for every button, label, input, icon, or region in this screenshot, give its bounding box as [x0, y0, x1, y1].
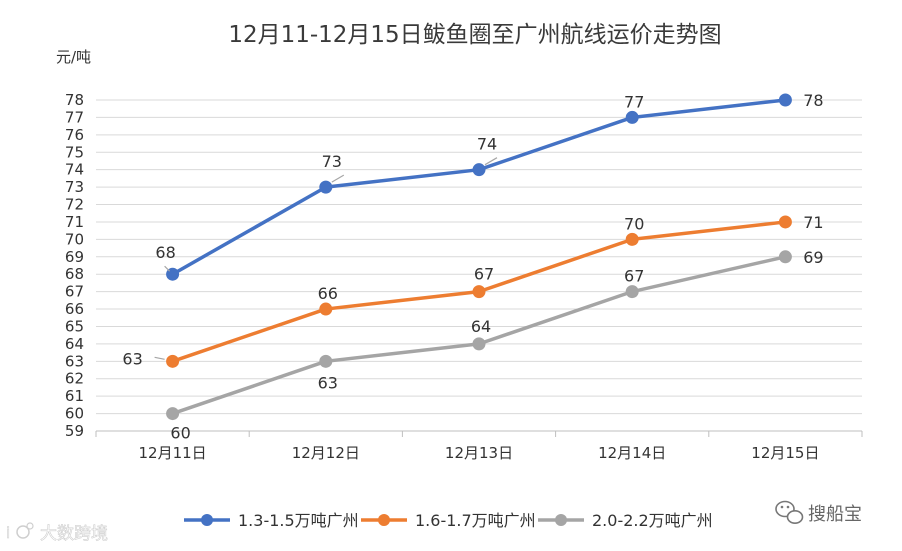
- wechat-icon: [775, 500, 804, 524]
- data-label: 78: [803, 91, 823, 110]
- data-label: 64: [471, 317, 491, 336]
- data-label: 60: [170, 424, 190, 443]
- legend-swatch-marker: [555, 514, 567, 526]
- x-tick-label: 12月13日: [445, 444, 513, 462]
- label-leader-line: [484, 157, 498, 166]
- data-point: [166, 407, 180, 421]
- data-label: 71: [803, 213, 823, 232]
- series-layer: [166, 93, 792, 421]
- y-tick-label: 67: [65, 283, 84, 301]
- y-tick-label: 61: [65, 387, 84, 405]
- data-label: 67: [624, 267, 644, 286]
- legend-entry: 1.3-1.5万吨广州: [238, 511, 359, 530]
- data-point: [472, 285, 486, 299]
- y-tick-label: 73: [65, 178, 84, 196]
- data-point: [472, 163, 486, 177]
- data-point: [472, 337, 486, 351]
- y-axis-unit-label: 元/吨: [56, 48, 91, 66]
- y-tick-label: 68: [65, 265, 84, 283]
- y-tick-label: 75: [65, 143, 84, 161]
- legend-swatch-marker: [378, 514, 390, 526]
- x-axis: 12月11日 12月12日 12月13日 12月14日 12月15日: [95, 430, 863, 462]
- legend: 1.3-1.5万吨广州 1.6-1.7万吨广州 2.0-2.2万吨广州: [184, 511, 713, 530]
- watermark-left-prefix: i: [6, 524, 10, 542]
- y-tick-label: 60: [65, 405, 84, 423]
- data-point: [625, 110, 639, 124]
- data-label: 74: [477, 135, 497, 154]
- data-label: 63: [122, 349, 142, 368]
- y-tick-label: 65: [65, 317, 84, 335]
- data-point: [319, 302, 333, 316]
- x-tick-label: 12月12日: [292, 444, 360, 462]
- legend-swatch-marker: [201, 514, 213, 526]
- y-tick-label: 63: [65, 352, 84, 370]
- data-point: [625, 285, 639, 299]
- legend-entry: 2.0-2.2万吨广州: [592, 511, 713, 530]
- y-tick-label: 70: [65, 230, 84, 248]
- legend-entry: 1.6-1.7万吨广州: [415, 511, 536, 530]
- y-tick-label: 66: [65, 300, 84, 318]
- y-tick-label: 64: [65, 335, 84, 353]
- y-tick-label: 74: [65, 161, 84, 179]
- x-tick-label: 12月15日: [751, 444, 819, 462]
- data-point: [778, 93, 792, 107]
- x-tick-label: 12月11日: [139, 444, 207, 462]
- y-tick-label: 62: [65, 370, 84, 388]
- y-tick-label: 77: [65, 108, 84, 126]
- data-point: [319, 354, 333, 368]
- data-point: [319, 180, 333, 194]
- y-tick-label: 71: [65, 213, 84, 231]
- data-point: [778, 215, 792, 229]
- y-tick-label: 59: [65, 422, 84, 440]
- chart-title: 12月11-12月15日鲅鱼圈至广州航线运价走势图: [228, 22, 721, 48]
- watermark-right-text: 搜船宝: [808, 504, 862, 525]
- data-label: 63: [318, 373, 338, 392]
- y-tick-label: 78: [65, 91, 84, 109]
- watermark-left-text: 大数跨境: [40, 524, 108, 544]
- label-leader-line: [331, 174, 345, 183]
- y-tick-label: 76: [65, 126, 84, 144]
- data-point: [625, 232, 639, 246]
- x-tick-label: 12月14日: [598, 444, 666, 462]
- data-point: [166, 354, 180, 368]
- watermark-left: i 大数跨境: [6, 522, 108, 544]
- data-label: 77: [624, 92, 644, 111]
- data-label: 68: [155, 243, 175, 262]
- y-tick-label: 69: [65, 248, 84, 266]
- data-label: 67: [474, 265, 494, 284]
- data-label: 69: [803, 248, 823, 267]
- label-leader-line: [154, 356, 165, 360]
- y-tick-label: 72: [65, 196, 84, 214]
- label-leader-line: [164, 265, 171, 272]
- watermark-right: 搜船宝: [775, 500, 862, 525]
- data-label: 66: [318, 284, 338, 303]
- data-point: [778, 250, 792, 264]
- data-label: 73: [322, 152, 342, 171]
- data-labels: 68 73 74 77 78 63 66 67 70 71 60 63 64 67 69: [122, 91, 823, 443]
- data-label: 70: [624, 214, 644, 233]
